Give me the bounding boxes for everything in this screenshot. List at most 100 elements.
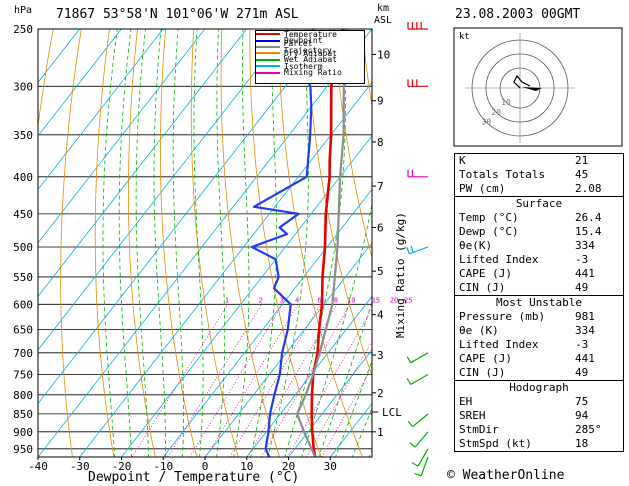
index-value: 334 [575,239,595,252]
storm-motion-arrow [522,87,542,91]
temperature-tick-label: 30 [324,460,337,473]
profile-curves [250,29,348,457]
index-label: Totals Totals [459,168,546,181]
wind-barb-staff [410,373,429,386]
wind-barb-staff [417,448,429,467]
pressure-tick-label: 250 [13,23,33,36]
mixing-ratio-line [205,304,299,457]
mixing-ratio-label: 15 [372,296,380,304]
mixing-ratio-line [167,304,262,457]
index-label: CAPE (J) [459,352,512,365]
pressure-tick-label: 350 [13,129,33,142]
index-value: 981 [575,310,595,323]
legend-label: Mixing Ratio [284,68,342,78]
isotherm [38,29,206,244]
mixing-ratio-line [246,304,338,457]
wet-adiabat [118,29,133,457]
height-tick-label: 7 [377,180,384,193]
hodograph-unit: kt [459,32,470,42]
hodograph-frame [453,27,623,147]
isotherm [38,29,372,457]
dry-adiabat [305,29,372,378]
index-label: CIN (J) [459,366,506,379]
index-value: 15.4 [575,225,602,238]
index-row: PW (cm) 2.08 [455,182,623,196]
mixing-ratio-line [229,304,321,457]
temperature-tick-label: 20 [282,460,295,473]
mixing-ratio-line [260,304,351,457]
wind-barb-staff [409,246,429,255]
index-label: CIN (J) [459,281,506,294]
most-unstable-rows: Pressure (mb) 981 θe (K) 334 Lifted Index -3 C… [455,310,623,380]
wind-barb [406,352,429,364]
height-unit-km: km [377,3,390,14]
most-unstable-title: Most Unstable [495,296,583,309]
height-tick-label: 1 [377,426,384,439]
mixing-ratio-line [321,366,372,457]
mixing-ratio-label: 2 [259,296,263,304]
legend-swatch [256,71,280,74]
x-axis-label: Dewpoint / Temperature (°C) [88,470,300,485]
temperature-tick-label: -10 [153,460,173,473]
index-row: θe(K) 334 [455,239,623,253]
legend-swatch [256,33,280,36]
mixing-ratio-line [131,304,229,457]
index-row: StmSpd (kt) 18 [455,437,623,451]
index-value: 49 [575,366,589,379]
index-row: K 21 [455,154,623,168]
index-value: 334 [575,324,595,337]
index-label: StmDir [459,423,499,436]
isotherm [38,29,289,351]
wind-barb-feather [411,462,419,467]
wind-barb [407,169,428,178]
pressure-tick-label: 600 [13,298,33,311]
wet-adiabat [250,29,277,457]
index-label: K [459,154,466,167]
pressure-tick-label: 800 [13,389,33,402]
index-row: EH 75 [455,395,623,409]
index-value: 441 [575,267,595,280]
index-top-section: K 21 Totals Totals 45 PW (cm) 2.08 [455,154,623,196]
surface-title: Surface [515,197,563,210]
wind-barb [406,245,429,255]
index-value: 75 [575,395,589,408]
date-header: 23.08.2003 00GMT [455,7,581,22]
temperature-tick-label: 0 [202,460,209,473]
series-temperature [310,29,344,457]
pressure-tick-label: 900 [13,426,33,439]
isotherm [162,188,372,457]
index-label: StmSpd (kt) [459,437,532,450]
wet-adiabat [351,407,372,457]
wind-barb-staff [410,352,429,364]
legend-label: Temperature [284,29,337,39]
legend-label: Isotherm [284,61,323,71]
height-unit: km ASL [374,3,392,27]
hodograph-rows: EH 75 SREH 94 StmDir 285° StmSpd (kt) 18 [455,395,623,451]
index-row: Pressure (mb) 981 [455,310,623,324]
series-dewpoint [250,29,315,457]
hodograph-title: Hodograph [509,381,569,394]
height-tick-label: 2 [377,387,384,400]
index-label: CAPE (J) [459,267,512,280]
weatheronline-credit: © WeatherOnline [447,468,565,483]
wind-barb [406,373,429,386]
surface-rows: Temp (°C) 26.4 Dewp (°C) 15.4 θe(K) 334 Lifted… [455,211,623,295]
pressure-tick-label: 650 [13,323,33,336]
wet-adiabat [216,29,226,457]
wind-barb-feather [406,247,410,255]
wet-adiabat [102,29,118,457]
index-value: 21 [575,154,589,167]
temperature-tick-label: -30 [70,460,90,473]
lcl-label: LCL [382,406,402,419]
wind-barbs [406,22,429,477]
wind-barb [411,448,429,467]
wet-adiabat [153,29,166,457]
dry-adiabat [190,29,239,457]
index-label: Lifted Index [459,338,539,351]
legend-item: Temperature [256,29,364,39]
wet-adiabat [193,29,204,457]
index-label: Dewp (°C) [459,225,519,238]
legend-item: Dewpoint [256,37,364,45]
isotherm [38,29,164,191]
